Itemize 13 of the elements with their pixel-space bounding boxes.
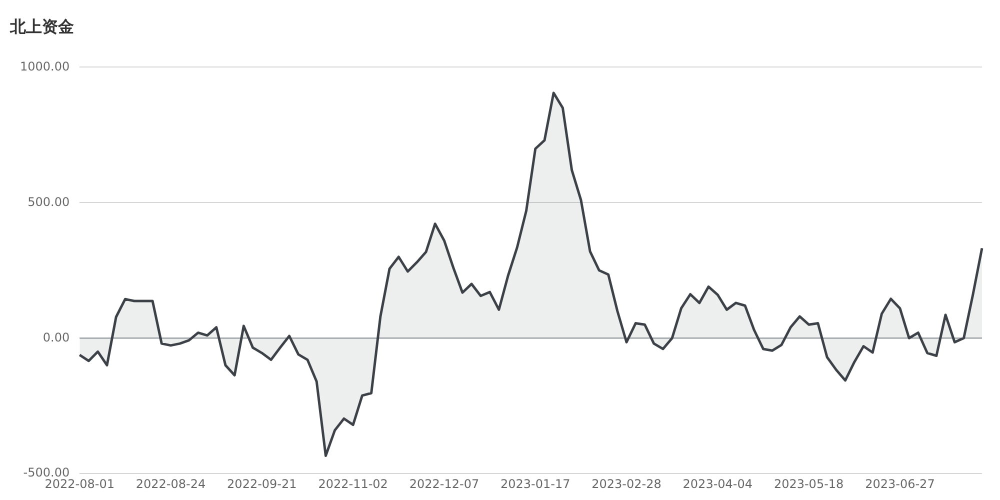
- y-tick-label: 0.00: [42, 330, 70, 344]
- x-tick-label: 2023-06-27: [865, 476, 935, 491]
- x-tick-label: 2022-11-02: [318, 476, 388, 491]
- x-tick-label: 2022-12-07: [409, 476, 480, 491]
- chart-title: 北上资金: [9, 16, 74, 36]
- x-tick-label: 2022-09-21: [227, 476, 297, 491]
- y-tick-label: 500.00: [28, 194, 70, 209]
- y-tick-label: 1000.00: [20, 59, 70, 74]
- x-tick-label: 2023-02-28: [592, 476, 662, 491]
- x-tick-label: 2023-05-18: [774, 476, 844, 491]
- x-tick-label: 2023-04-04: [682, 476, 753, 491]
- x-tick-label: 2023-01-17: [500, 476, 570, 491]
- x-tick-label: 2022-08-24: [136, 476, 206, 491]
